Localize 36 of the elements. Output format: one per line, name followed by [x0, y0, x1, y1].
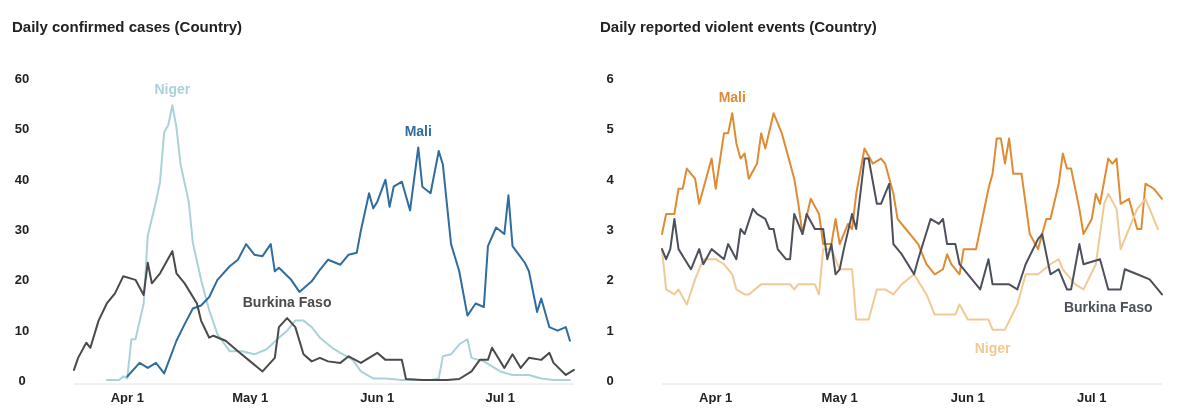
y-tick-label: 3 [606, 222, 614, 237]
series-label: Burkina Faso [242, 294, 332, 311]
y-tick-label: 2 [606, 272, 614, 288]
line-series [661, 112, 1163, 276]
y-tick-label: 20 [14, 272, 30, 288]
y-tick-label: 4 [606, 171, 615, 187]
x-tick-label: Apr 1 [110, 390, 144, 405]
x-tick-label: May 1 [232, 390, 269, 405]
line-series [105, 104, 571, 381]
line-series [661, 192, 1159, 331]
y-tick-label: 60 [14, 71, 30, 86]
y-tick-label: 30 [14, 222, 30, 237]
series-label: Niger [974, 339, 1012, 356]
x-tick-label: Jun 1 [360, 390, 395, 405]
series-label: Niger [154, 81, 191, 98]
x-tick-label: Jun 1 [950, 390, 985, 405]
series-label: Mali [404, 123, 432, 140]
y-tick-label: 5 [606, 121, 614, 137]
x-tick-label: May 1 [821, 390, 858, 405]
x-tick-label: Jul 1 [1076, 390, 1107, 405]
chart-title: Daily confirmed cases (Country) [12, 18, 243, 35]
y-tick-label: 1 [606, 322, 614, 338]
y-tick-label: 40 [14, 171, 30, 187]
chart-title: Daily reported violent events (Country) [600, 18, 877, 35]
y-tick-label: 6 [606, 71, 614, 86]
y-tick-label: 0 [606, 373, 614, 388]
y-tick-label: 10 [14, 322, 30, 338]
y-tick-label: 50 [14, 121, 30, 137]
x-tick-label: Jul 1 [485, 390, 516, 405]
series-label: Mali [718, 89, 746, 106]
line-series [73, 250, 575, 381]
line-series [661, 157, 1163, 296]
line-series [126, 146, 571, 378]
series-label: Burkina Faso [1063, 299, 1153, 316]
y-tick-label: 0 [18, 373, 26, 388]
x-tick-label: Apr 1 [699, 390, 733, 405]
